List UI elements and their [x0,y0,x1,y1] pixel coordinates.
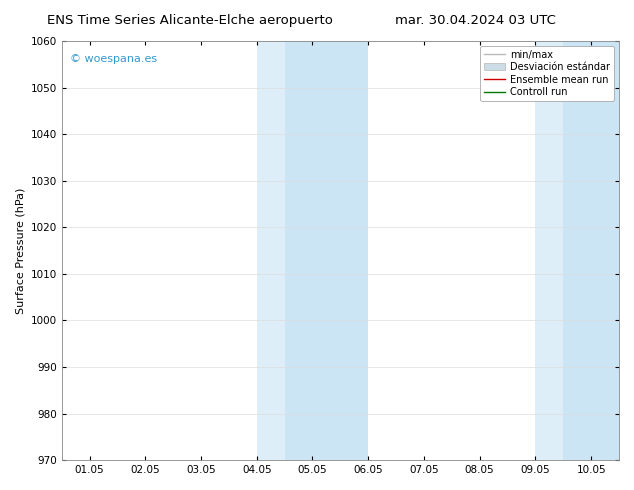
Text: ENS Time Series Alicante-Elche aeropuerto: ENS Time Series Alicante-Elche aeropuert… [48,14,333,27]
Bar [535,41,563,460]
Bar [563,41,619,460]
Bar [257,41,285,460]
Bar [285,41,368,460]
Text: mar. 30.04.2024 03 UTC: mar. 30.04.2024 03 UTC [395,14,556,27]
Text: © woespana.es: © woespana.es [70,53,157,64]
Legend: min/max, Desviación estándar, Ensemble mean run, Controll run: min/max, Desviación estándar, Ensemble m… [480,46,614,101]
Y-axis label: Surface Pressure (hPa): Surface Pressure (hPa) [15,187,25,314]
